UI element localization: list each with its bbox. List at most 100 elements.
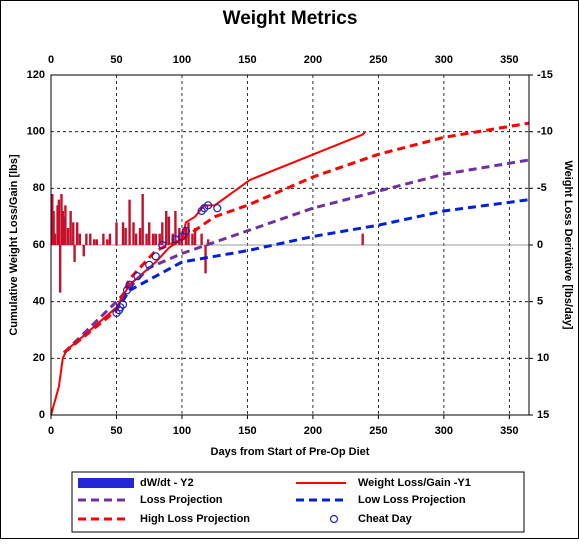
bar xyxy=(165,211,168,245)
y-tick-label: 80 xyxy=(33,182,45,194)
bar xyxy=(174,211,177,245)
bar xyxy=(89,233,92,245)
x-tick-label: 50 xyxy=(110,425,122,437)
bar xyxy=(69,211,72,245)
cheat-day-point xyxy=(118,300,128,309)
bar xyxy=(52,211,55,245)
bar xyxy=(200,233,203,245)
legend-label: High Loss Projection xyxy=(140,513,250,525)
cheat-day-point xyxy=(151,252,160,261)
bar xyxy=(138,228,142,245)
cheat-day-point xyxy=(213,204,222,213)
bar xyxy=(58,245,62,293)
legend-label: dW/dt - Y2 xyxy=(140,477,194,489)
bar xyxy=(145,233,148,245)
bar xyxy=(193,228,197,245)
cheat-day-point xyxy=(171,235,180,244)
y-tick-label: 40 xyxy=(33,296,45,308)
x-top-tick-label: 200 xyxy=(304,54,322,66)
bar xyxy=(93,239,96,245)
y-tick-label: 0 xyxy=(39,409,45,421)
bar xyxy=(61,211,64,245)
bar xyxy=(53,233,57,245)
cheat-day-point xyxy=(158,240,167,250)
bar xyxy=(161,222,164,245)
bar xyxy=(73,245,76,262)
cheat-day-point xyxy=(204,201,213,210)
cheat-day-point xyxy=(177,232,187,241)
x-top-tick-label: 150 xyxy=(238,54,256,66)
y-tick-label: 60 xyxy=(33,239,45,251)
bar xyxy=(82,245,85,257)
bar xyxy=(115,222,118,245)
x-tick-label: 150 xyxy=(238,425,256,437)
y2-tick-label: 15 xyxy=(537,409,549,421)
bar xyxy=(178,228,181,245)
bar xyxy=(206,239,210,245)
legend-label: Cheat Day xyxy=(358,513,413,525)
bar xyxy=(167,216,171,245)
y2-tick-label: 5 xyxy=(537,296,543,308)
bar xyxy=(141,194,144,245)
plot-border xyxy=(50,74,530,416)
bar xyxy=(132,222,135,245)
x-tick-label: 200 xyxy=(304,425,322,437)
y2-tick-label: 10 xyxy=(537,352,549,364)
x-top-tick-label: 0 xyxy=(48,54,54,66)
cheat-day-point xyxy=(133,272,142,281)
legend-swatch xyxy=(78,478,134,488)
bar xyxy=(128,199,131,245)
y2-tick-label: -15 xyxy=(537,69,553,81)
x-top-tick-label: 300 xyxy=(435,54,453,66)
x-tick-label: 300 xyxy=(435,425,453,437)
legend-swatch xyxy=(329,514,339,524)
bar xyxy=(121,222,125,245)
bar xyxy=(102,233,105,245)
y-tick-label: 120 xyxy=(27,69,45,81)
bar xyxy=(66,228,70,245)
bar xyxy=(151,233,155,245)
bar xyxy=(106,239,109,245)
y-axis-label: Cumulative Weight Loss/Gain [lbs] xyxy=(8,154,20,336)
bar xyxy=(154,233,157,245)
bar xyxy=(148,222,151,245)
bar xyxy=(56,205,59,245)
legend-label: Low Loss Projection xyxy=(358,494,466,506)
bar xyxy=(72,222,75,245)
x-top-tick-label: 250 xyxy=(369,54,387,66)
cheat-day-point xyxy=(145,260,154,269)
bar xyxy=(108,233,112,245)
x-tick-label: 350 xyxy=(500,425,518,437)
y2-tick-label: -10 xyxy=(537,126,553,138)
bar xyxy=(78,233,82,245)
x-top-tick-label: 100 xyxy=(173,54,191,66)
bar xyxy=(62,216,66,245)
x-tick-label: 0 xyxy=(48,425,54,437)
bar xyxy=(75,222,79,245)
bar xyxy=(64,205,67,245)
bar xyxy=(60,194,63,245)
y-tick-label: 100 xyxy=(27,126,45,138)
bar xyxy=(124,228,127,245)
bar xyxy=(134,233,138,245)
legend-label: Loss Projection xyxy=(140,494,223,506)
line xyxy=(63,121,530,354)
cheat-day-point xyxy=(125,280,134,289)
bar xyxy=(51,194,54,245)
y-tick-label: 20 xyxy=(33,352,45,364)
x-top-tick-label: 350 xyxy=(500,54,518,66)
x-top-tick-label: 50 xyxy=(110,54,122,66)
bar xyxy=(191,233,194,245)
legend-label: Weight Loss/Gain -Y1 xyxy=(358,477,471,489)
bar xyxy=(158,233,161,245)
bar xyxy=(57,199,61,245)
cheat-day-point xyxy=(181,226,190,235)
bar xyxy=(361,233,364,245)
y2-axis-label: Weight Loss Derivative [lbs/day] xyxy=(562,160,574,329)
x-axis-label: Days from Start of Pre-Op Diet xyxy=(211,446,370,458)
bar xyxy=(85,233,88,245)
y2-tick-label: 0 xyxy=(537,239,543,251)
chart-title: Weight Metrics xyxy=(223,8,358,29)
bar xyxy=(171,233,174,245)
